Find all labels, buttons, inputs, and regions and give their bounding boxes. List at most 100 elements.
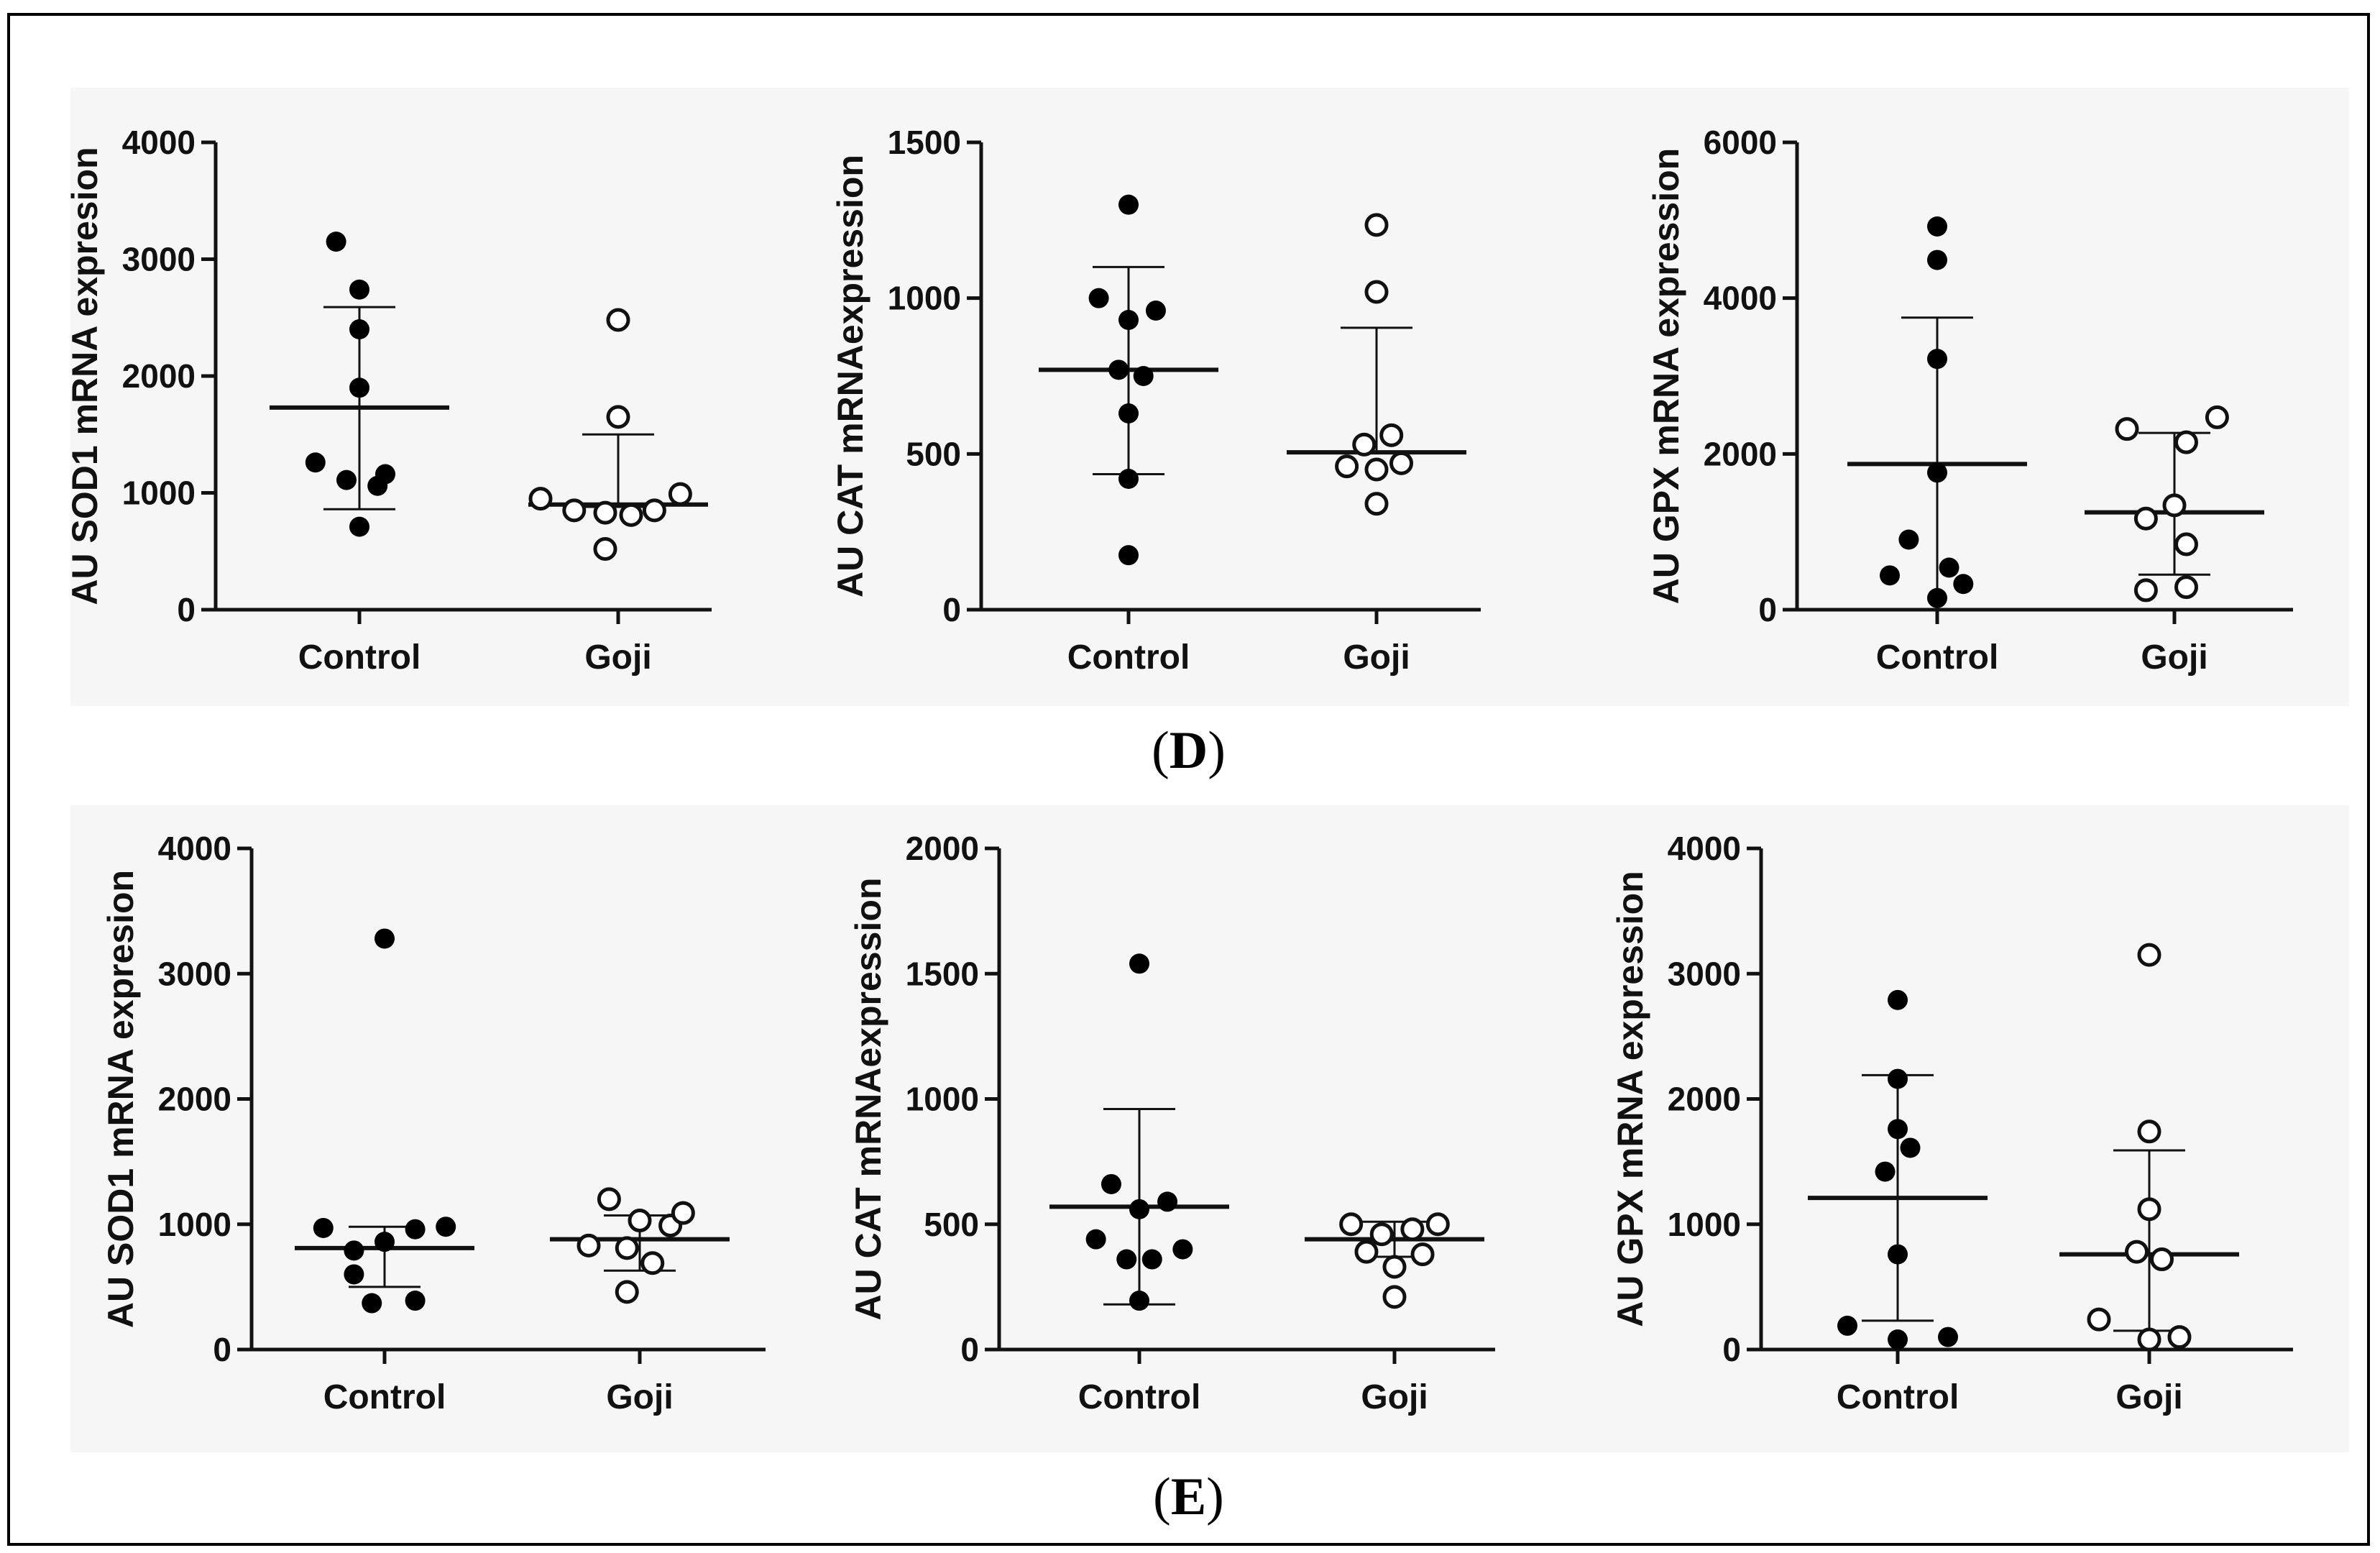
data-point (1875, 1161, 1896, 1182)
y-tick-label: 4000 (158, 830, 231, 867)
x-tick-label-control: Control (1067, 638, 1190, 677)
y-axis-label: AU CAT mRNAexpression (830, 155, 870, 597)
x-tick-label-goji: Goji (606, 1378, 673, 1416)
x-tick-label-control: Control (1837, 1378, 1959, 1416)
data-point (2137, 1119, 2161, 1144)
y-tick-label: 0 (177, 591, 196, 628)
y-tick-label: 2000 (1668, 1081, 1741, 1118)
data-point (436, 1217, 456, 1237)
y-tick-label: 0 (960, 1331, 979, 1368)
series-control (1808, 989, 1988, 1350)
data-point (1118, 403, 1139, 423)
series-control (295, 928, 474, 1314)
x-tick-label-goji: Goji (1343, 638, 1410, 677)
y-axis-label: AU SOD1 mRNA expresion (101, 870, 141, 1328)
data-point (1888, 1068, 1908, 1089)
chart-6: 0 1000 2000 3000 4000 AU GPX mRNA expression C… (1610, 830, 2293, 1416)
data-point (1352, 432, 1377, 457)
data-point (2174, 575, 2198, 600)
data-point (2205, 405, 2229, 429)
data-point (1088, 288, 1109, 308)
panel-e: (E) (7, 784, 2370, 1546)
data-point (1101, 1173, 1121, 1194)
data-point (668, 482, 692, 506)
chart-1: 0 1000 2000 3000 4000 AU SOD1 mRNA expresion C… (65, 124, 712, 677)
series-goji (528, 308, 708, 561)
y-tick-label: 3000 (122, 241, 196, 278)
y-tick-label: 500 (924, 1206, 979, 1243)
chart-5: 0 500 1000 1500 2000 AU CAT mRNAexpression Con… (848, 830, 1495, 1416)
data-point (1939, 557, 1959, 578)
data-point (405, 1291, 426, 1311)
data-point (1888, 989, 1908, 1010)
y-tick-label: 1000 (888, 280, 961, 317)
data-point (640, 1251, 665, 1275)
data-point (1364, 213, 1389, 237)
data-point (349, 377, 369, 398)
series-control (1049, 953, 1229, 1311)
data-point (2125, 1240, 2149, 1264)
panel-e-label: (E) (1153, 1467, 1224, 1526)
data-point (2137, 1327, 2161, 1352)
data-point (1382, 1285, 1407, 1309)
data-point (344, 1240, 364, 1261)
data-point (349, 279, 369, 300)
data-point (1898, 529, 1919, 550)
series-goji (1305, 1212, 1484, 1309)
data-point (326, 232, 346, 252)
x-tick-label-control: Control (323, 1378, 446, 1416)
x-tick-label-goji: Goji (2115, 1378, 2182, 1416)
y-axis-label: AU CAT mRNAexpression (848, 878, 888, 1321)
data-point (1354, 1240, 1379, 1264)
y-tick-label: 1500 (906, 955, 979, 992)
data-point (1145, 301, 1166, 321)
data-point (1927, 462, 1947, 483)
y-tick-label: 4000 (122, 124, 196, 161)
chart-4: 0 1000 2000 3000 4000 AU SOD1 mRNA expresion C… (101, 830, 766, 1416)
series-goji (2085, 405, 2264, 603)
data-point (1927, 349, 1947, 370)
data-point (1364, 457, 1389, 482)
data-point (1085, 1229, 1106, 1250)
data-point (1108, 359, 1129, 380)
data-point (1129, 1291, 1149, 1311)
y-tick-label: 3000 (1668, 955, 1741, 992)
data-point (671, 1201, 695, 1225)
data-point (1389, 451, 1413, 475)
data-point (2087, 1307, 2111, 1332)
data-point (349, 516, 369, 537)
data-point (615, 1236, 639, 1260)
data-point (1133, 366, 1154, 386)
data-point (562, 498, 587, 523)
data-point (1927, 249, 1947, 270)
data-point (405, 1219, 426, 1240)
data-point (597, 1187, 621, 1211)
data-point (606, 405, 630, 429)
data-point (1118, 545, 1139, 566)
data-point (1364, 492, 1389, 516)
y-tick-label: 1500 (888, 124, 961, 161)
data-point (362, 1293, 382, 1314)
series-goji (1287, 213, 1466, 516)
data-point (375, 464, 395, 485)
data-point (1888, 1119, 1908, 1140)
y-tick-label: 0 (942, 591, 961, 628)
y-axis-label: AU GPX mRNA expression (1646, 148, 1686, 604)
data-point (642, 498, 666, 523)
data-point (2133, 578, 2158, 603)
y-tick-label: 0 (1722, 1331, 1741, 1368)
data-point (1369, 1222, 1394, 1247)
data-point (1927, 216, 1947, 237)
data-point (1129, 1199, 1149, 1219)
series-goji (2059, 943, 2239, 1352)
y-tick-label: 1000 (122, 475, 196, 512)
data-point (2174, 430, 2198, 454)
data-point (313, 1217, 334, 1238)
data-point (336, 469, 357, 490)
data-point (1927, 587, 1947, 608)
data-point (1118, 469, 1139, 489)
y-tick-label: 1000 (906, 1081, 979, 1118)
y-tick-label: 1000 (158, 1206, 231, 1243)
y-tick-label: 0 (213, 1331, 231, 1368)
data-point (2133, 506, 2158, 531)
